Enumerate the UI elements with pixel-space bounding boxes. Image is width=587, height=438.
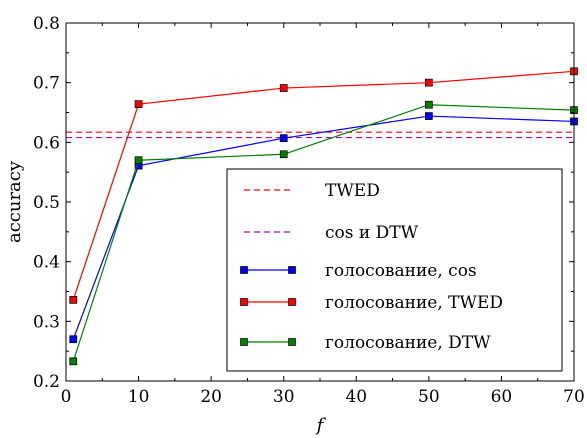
legend-label: cos и DTW (325, 223, 419, 243)
series-marker (425, 100, 433, 109)
y-axis-title: accuracy (4, 160, 25, 243)
x-tick-label: 10 (128, 387, 150, 407)
series-marker (425, 112, 433, 120)
legend-label: TWED (325, 181, 380, 201)
legend-label: голосование, cos (325, 261, 477, 281)
series-marker (279, 134, 288, 143)
y-tick-label: 0.4 (33, 253, 60, 273)
y-tick-label: 0.7 (33, 74, 60, 94)
x-tick-label: 40 (345, 387, 367, 407)
y-tick-label: 0.2 (33, 372, 60, 392)
y-tick-label: 0.3 (33, 312, 60, 332)
x-tick-label: 70 (563, 387, 585, 407)
legend-marker (240, 298, 248, 306)
tick-labels: 0 10 20 30 40 50 60 70 0.2 0.3 0.4 0.5 0.6 0.7 0.8 (33, 14, 585, 407)
legend-label: голосование, DTW (325, 333, 491, 353)
series-marker (69, 335, 78, 344)
legend-marker (240, 338, 248, 346)
series-marker (134, 100, 143, 108)
legend-marker (288, 266, 296, 274)
series-marker (279, 84, 288, 92)
legend-marker (288, 298, 296, 306)
x-tick-label: 30 (273, 387, 295, 407)
axis-ticks (65, 22, 575, 382)
series-marker (69, 357, 78, 366)
x-tick-label: 20 (200, 387, 222, 407)
series-marker (279, 150, 288, 159)
x-tick-label: 60 (491, 387, 513, 407)
legend-marker (288, 338, 296, 346)
series-marker (69, 296, 78, 304)
legend: TWED cos и DTW голосование, cos голосование… (226, 168, 563, 372)
y-tick-label: 0.8 (33, 14, 60, 34)
series-marker (134, 156, 143, 165)
x-axis-title: f (315, 415, 327, 436)
legend-label: голосование, TWED (325, 293, 503, 313)
y-tick-label: 0.6 (33, 133, 60, 153)
legend-marker (240, 266, 248, 274)
x-tick-label: 50 (418, 387, 440, 407)
series-lines (69, 67, 578, 366)
series-marker (425, 78, 433, 87)
y-tick-label: 0.5 (33, 193, 60, 213)
x-tick-label: 0 (61, 387, 72, 407)
